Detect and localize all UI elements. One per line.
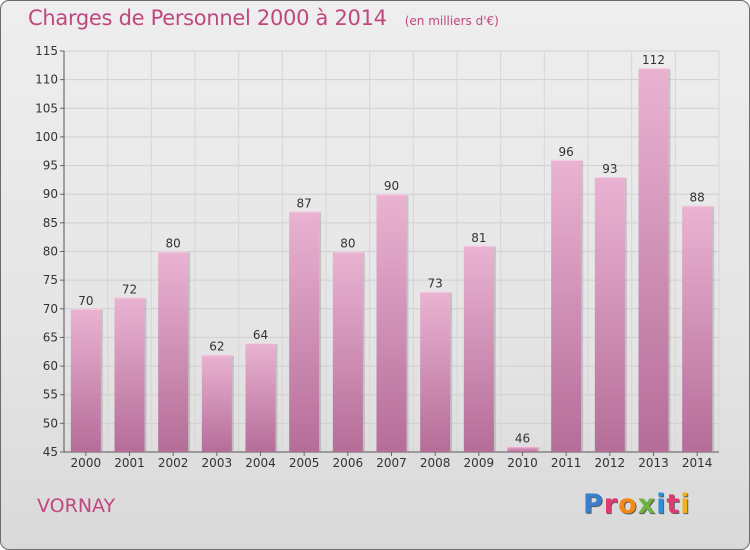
data-label: 80	[166, 237, 181, 251]
data-label: 90	[384, 179, 399, 193]
logo-letter: x	[637, 489, 657, 520]
x-tick-label: 2010	[507, 456, 538, 470]
logo-letter: o	[618, 489, 638, 520]
chart-header: Charges de Personnel 2000 à 2014 (en mill…	[28, 6, 499, 30]
logo-letter: t	[666, 489, 681, 520]
data-label: 96	[559, 145, 574, 159]
y-tick-label: 85	[43, 216, 58, 230]
proxiti-logo: Proxiti	[583, 489, 691, 520]
data-label: 80	[340, 237, 355, 251]
x-tick-label: 2004	[245, 456, 276, 470]
bar	[114, 297, 145, 452]
y-tick-label: 50	[43, 416, 58, 430]
y-tick-label: 80	[43, 245, 58, 259]
data-label: 46	[515, 431, 530, 445]
data-label: 72	[122, 282, 137, 296]
bar	[682, 205, 713, 452]
x-tick-label: 2011	[551, 456, 582, 470]
logo-letter: r	[603, 489, 619, 520]
y-tick-label: 75	[43, 273, 58, 287]
logo-letter: i	[656, 489, 667, 520]
data-label: 87	[297, 196, 312, 210]
x-tick-label: 2003	[202, 456, 233, 470]
data-label: 73	[428, 277, 443, 291]
x-tick-label: 2009	[464, 456, 495, 470]
bar	[289, 211, 320, 452]
x-tick-label: 2007	[376, 456, 407, 470]
bar	[420, 291, 451, 452]
chart-title: Charges de Personnel 2000 à 2014	[28, 6, 387, 30]
data-label: 93	[602, 162, 617, 176]
y-tick-label: 115	[35, 44, 58, 58]
y-tick-label: 105	[35, 101, 58, 115]
x-tick-label: 2005	[289, 456, 320, 470]
labels: 45 50 55 60 65 70 75 80 85 90 95 100 105 110 115 70 2000…	[35, 44, 712, 470]
logo-letter: i	[680, 489, 691, 520]
bar	[245, 343, 276, 452]
x-tick-label: 2001	[114, 456, 145, 470]
town-name: VORNAY	[37, 495, 116, 517]
x-tick-label: 2014	[682, 456, 713, 470]
data-label: 62	[209, 340, 224, 354]
data-label: 81	[471, 231, 486, 245]
bar	[638, 68, 669, 452]
x-tick-label: 2008	[420, 456, 451, 470]
data-label: 112	[642, 53, 665, 67]
bar	[70, 308, 101, 452]
chart-subtitle: (en milliers d'€)	[404, 14, 499, 28]
bar	[551, 159, 582, 453]
y-tick-label: 90	[43, 187, 58, 201]
bar	[594, 177, 625, 452]
bars	[70, 68, 715, 453]
x-tick-label: 2013	[638, 456, 669, 470]
x-tick-label: 2002	[158, 456, 189, 470]
y-tick-label: 60	[43, 359, 58, 373]
bar	[332, 251, 363, 452]
y-tick-label: 65	[43, 330, 58, 344]
x-tick-label: 2006	[333, 456, 364, 470]
logo-letter: P	[583, 489, 604, 520]
bar	[507, 446, 538, 452]
x-tick-label: 2000	[71, 456, 102, 470]
y-tick-label: 70	[43, 302, 58, 316]
data-label: 70	[78, 294, 93, 308]
x-tick-label: 2012	[595, 456, 626, 470]
data-label: 64	[253, 328, 268, 342]
data-label: 88	[690, 191, 705, 205]
bar	[201, 354, 232, 452]
y-tick-label: 55	[43, 388, 58, 402]
y-tick-label: 95	[43, 159, 58, 173]
bar	[158, 251, 189, 452]
y-tick-label: 110	[35, 73, 58, 87]
y-tick-label: 100	[35, 130, 58, 144]
bar	[463, 245, 494, 452]
bar	[376, 194, 407, 452]
y-tick-label: 45	[43, 445, 58, 459]
